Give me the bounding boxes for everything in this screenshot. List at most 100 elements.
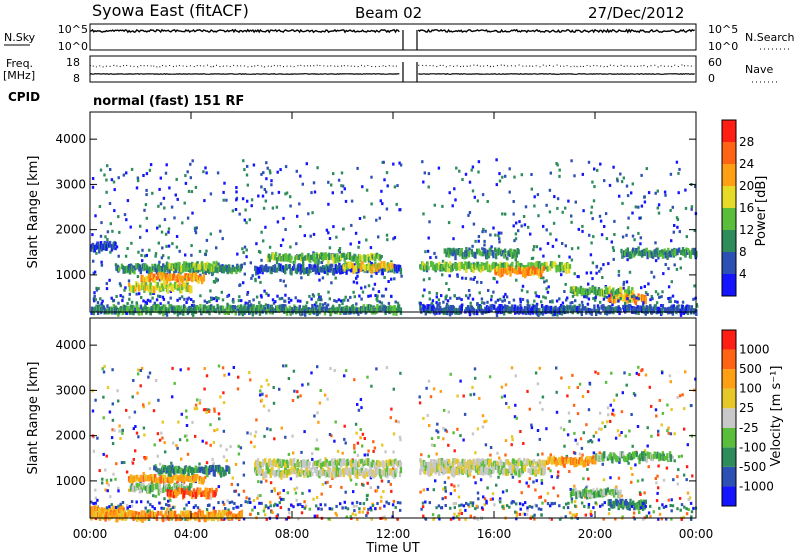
heatmap-cell	[158, 474, 162, 478]
heatmap-cell	[215, 296, 218, 300]
heatmap-cell	[144, 203, 148, 207]
heatmap-cell	[342, 227, 345, 231]
heatmap-cell	[582, 431, 585, 435]
heatmap-cell	[282, 216, 285, 220]
heatmap-cell	[377, 290, 381, 294]
heatmap-cell	[468, 293, 472, 297]
heatmap-cell	[206, 308, 209, 314]
heatmap-cell	[260, 398, 264, 402]
heatmap-cell	[280, 472, 283, 480]
heatmap-cell	[366, 511, 369, 515]
heatmap-cell	[492, 466, 495, 474]
heatmap-cell	[136, 474, 139, 480]
heatmap-cell	[243, 218, 246, 222]
heatmap-cell	[316, 447, 320, 451]
heatmap-cell	[507, 405, 511, 409]
heatmap-cell	[336, 265, 339, 271]
heatmap-cell	[99, 234, 103, 238]
heatmap-cell	[156, 454, 159, 458]
heatmap-cell	[357, 408, 361, 412]
heatmap-cell	[220, 517, 223, 521]
heatmap-cell	[341, 184, 345, 188]
heatmap-cell	[252, 499, 256, 502]
heatmap-cell	[166, 477, 170, 484]
heatmap-cell	[102, 370, 106, 374]
heatmap-cell	[396, 301, 400, 305]
heatmap-cell	[394, 419, 398, 423]
heatmap-cell	[94, 517, 98, 521]
heatmap-cell	[462, 438, 465, 442]
heatmap-cell	[437, 303, 441, 307]
heatmap-cell	[325, 228, 329, 232]
heatmap-cell	[279, 263, 282, 272]
heatmap-cell	[310, 264, 313, 270]
heatmap-cell	[171, 242, 174, 246]
heatmap-cell	[285, 364, 288, 368]
heatmap-cell	[380, 495, 383, 499]
heatmap-cell	[664, 193, 667, 197]
heatmap-cell	[111, 442, 115, 445]
heatmap-cell	[354, 513, 357, 517]
heatmap-cell	[540, 300, 543, 304]
heatmap-cell	[645, 247, 648, 254]
heatmap-cell	[356, 166, 359, 170]
heatmap-cell	[634, 205, 637, 209]
heatmap-cell	[356, 403, 359, 406]
heatmap-cell	[468, 247, 471, 251]
heatmap-cell	[667, 297, 670, 300]
nave-trace	[89, 64, 695, 68]
heatmap-cell	[430, 443, 434, 447]
heatmap-cell	[385, 366, 389, 370]
heatmap-cell	[331, 477, 334, 480]
heatmap-cell	[366, 375, 369, 379]
heatmap-cell	[497, 475, 500, 479]
heatmap-cell	[492, 226, 495, 230]
heatmap-cell	[130, 167, 134, 171]
heatmap-cell	[602, 517, 605, 521]
heatmap-cell	[117, 489, 120, 493]
heatmap-cell	[145, 229, 148, 233]
heatmap-cell	[655, 301, 659, 305]
heatmap-cell	[216, 464, 219, 472]
heatmap-cell	[399, 461, 403, 469]
heatmap-cell	[145, 172, 149, 176]
heatmap-cell	[193, 226, 197, 230]
heatmap-cell	[167, 256, 170, 260]
heatmap-cell	[257, 480, 260, 484]
heatmap-cell	[500, 469, 503, 475]
heatmap-cell	[94, 214, 97, 218]
heatmap-cell	[616, 177, 619, 181]
heatmap-cell	[483, 497, 487, 501]
heatmap-cell	[652, 275, 656, 279]
heatmap-cell	[102, 452, 105, 456]
heatmap-cell	[205, 410, 208, 414]
heatmap-cell	[202, 273, 206, 282]
heatmap-cell	[207, 305, 210, 311]
heatmap-cell	[242, 281, 245, 285]
heatmap-cell	[556, 494, 560, 498]
heatmap-cell	[476, 303, 480, 311]
heatmap-cell	[611, 303, 614, 306]
heatmap-cell	[235, 514, 238, 520]
heatmap-cell	[287, 452, 291, 456]
heatmap-cell	[667, 498, 670, 502]
colorbar-tick-label: 16	[739, 201, 754, 215]
heatmap-cell	[679, 309, 683, 317]
heatmap-cell	[185, 415, 188, 419]
heatmap-cell	[481, 425, 485, 429]
heatmap-cell	[510, 435, 514, 439]
heatmap-cell	[661, 411, 665, 415]
heatmap-cell	[661, 290, 664, 294]
heatmap-cell	[265, 190, 268, 194]
heatmap-cell	[359, 436, 362, 440]
heatmap-cell	[316, 304, 319, 308]
heatmap-cell	[363, 472, 366, 479]
heatmap-cell	[434, 307, 437, 313]
heatmap-cell	[135, 292, 138, 296]
heatmap-cell	[604, 212, 608, 216]
heatmap-cell	[117, 254, 120, 258]
heatmap-cell	[593, 185, 596, 189]
heatmap-cell	[106, 304, 109, 309]
heatmap-cell	[536, 429, 540, 432]
heatmap-cell	[246, 199, 249, 203]
